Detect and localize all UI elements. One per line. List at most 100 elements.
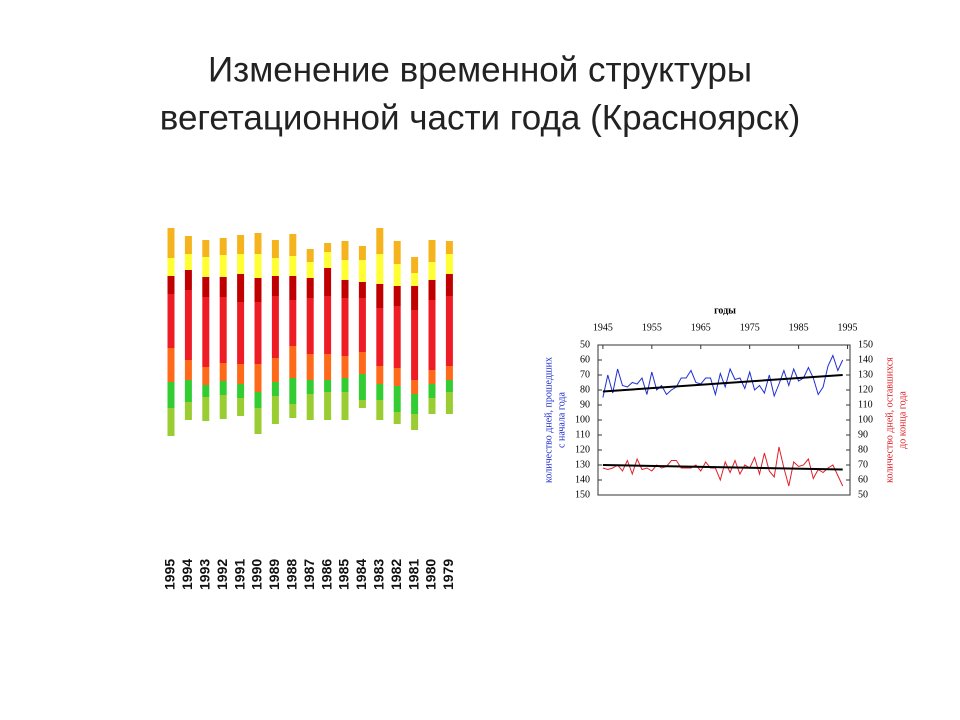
bar-segment (306, 394, 314, 420)
bar-segment (358, 352, 366, 374)
y2-axis-label: до конца года (897, 391, 908, 449)
y2-tick-label: 140 (858, 354, 873, 365)
y-tick-label: 80 (580, 384, 590, 395)
x-tick-label: 1992 (214, 559, 230, 590)
bar-segment (254, 392, 262, 408)
y-tick-label: 70 (580, 369, 590, 380)
bar-segment (289, 276, 297, 300)
bar-segment (358, 298, 366, 352)
bar-segment (393, 306, 401, 368)
y2-axis-label: количество дней, оставшихся (884, 357, 895, 483)
bar-segment (445, 380, 453, 392)
slide-title: вегетационной части года (Красноярск) (160, 98, 801, 137)
bar-segment (411, 394, 419, 414)
bar-segment (289, 346, 297, 378)
bar-segment (376, 366, 384, 384)
bar-segment (358, 260, 366, 282)
bar-segment (376, 228, 384, 254)
y-tick-label: 130 (575, 459, 590, 470)
y-tick-label: 150 (575, 489, 590, 500)
bar-segment (306, 354, 314, 380)
bar-segment (289, 300, 297, 346)
y2-tick-label: 150 (858, 339, 873, 350)
bar-segment (358, 246, 366, 260)
bar-segment (445, 254, 453, 274)
series-line (602, 446, 844, 487)
bar-segment (271, 240, 279, 258)
x-tick-label: 1979 (440, 559, 456, 590)
bar-segment (271, 396, 279, 424)
bar-segment (271, 382, 279, 396)
bar-segment (393, 412, 401, 424)
bar-segment (411, 310, 419, 380)
y-tick-label: 50 (580, 339, 590, 350)
y2-tick-label: 50 (858, 489, 868, 500)
bar-segment (184, 270, 192, 290)
bar-segment (289, 234, 297, 256)
x-tick-label: 1975 (740, 322, 760, 333)
bar-segment (428, 370, 436, 384)
bar-segment (202, 297, 210, 367)
bar-segment (428, 240, 436, 262)
bar-segment (306, 262, 314, 278)
bar-segment (202, 277, 210, 297)
bar-segment (167, 228, 175, 258)
bar-segment (184, 236, 192, 254)
y2-tick-label: 70 (858, 459, 868, 470)
y-axis-label: количество дней, прошедших (543, 357, 554, 483)
y-tick-label: 140 (575, 474, 590, 485)
y-tick-label: 120 (575, 444, 590, 455)
x-tick-label: 1985 (336, 559, 352, 590)
bar-segment (341, 260, 349, 280)
bar-segment (271, 276, 279, 296)
bar-segment (167, 382, 175, 408)
x-tick-label: 1984 (353, 559, 369, 590)
bar-segment (393, 386, 401, 412)
trend-line (602, 464, 843, 471)
bar-segment (306, 278, 314, 298)
x-tick-label: 1965 (691, 322, 711, 333)
x-tick-label: 1982 (388, 559, 404, 590)
x-tick-label: 1985 (789, 322, 809, 333)
bar-segment (306, 249, 314, 262)
bar-segment (289, 256, 297, 276)
x-tick-label: 1980 (423, 559, 439, 590)
x-axis-label: годы (714, 305, 736, 316)
x-tick-label: 1983 (371, 559, 387, 590)
y-tick-label: 110 (575, 429, 590, 440)
bar-segment (341, 378, 349, 392)
bar-segment (237, 302, 245, 364)
y2-tick-label: 100 (858, 414, 873, 425)
bar-segment (445, 241, 453, 254)
bar-segment (306, 298, 314, 354)
bar-segment (271, 358, 279, 382)
bar-segment (341, 241, 349, 260)
bar-segment (341, 392, 349, 420)
bar-segment (219, 238, 227, 255)
bar-segment (324, 252, 332, 268)
bar-segment (324, 392, 332, 420)
bar-segment (411, 380, 419, 394)
bar-segment (445, 392, 453, 414)
bar-segment (411, 257, 419, 273)
bar-segment (289, 404, 297, 418)
bar-segment (184, 360, 192, 380)
y-tick-label: 60 (580, 354, 590, 365)
bar-segment (219, 255, 227, 277)
y-tick-label: 90 (580, 399, 590, 410)
trend-line (602, 374, 843, 393)
y2-tick-label: 120 (858, 384, 873, 395)
bar-segment (393, 264, 401, 286)
bar-segment (271, 258, 279, 276)
x-tick-label: 1994 (179, 559, 195, 590)
bar-segment (237, 384, 245, 398)
bar-segment (202, 240, 210, 257)
bar-segment (184, 402, 192, 420)
x-tick-label: 1981 (405, 559, 421, 590)
x-tick-label: 1955 (642, 322, 662, 333)
x-tick-label: 1989 (266, 559, 282, 590)
bar-segment (184, 380, 192, 402)
bar-segment (376, 400, 384, 420)
x-tick-label: 1991 (231, 559, 247, 590)
